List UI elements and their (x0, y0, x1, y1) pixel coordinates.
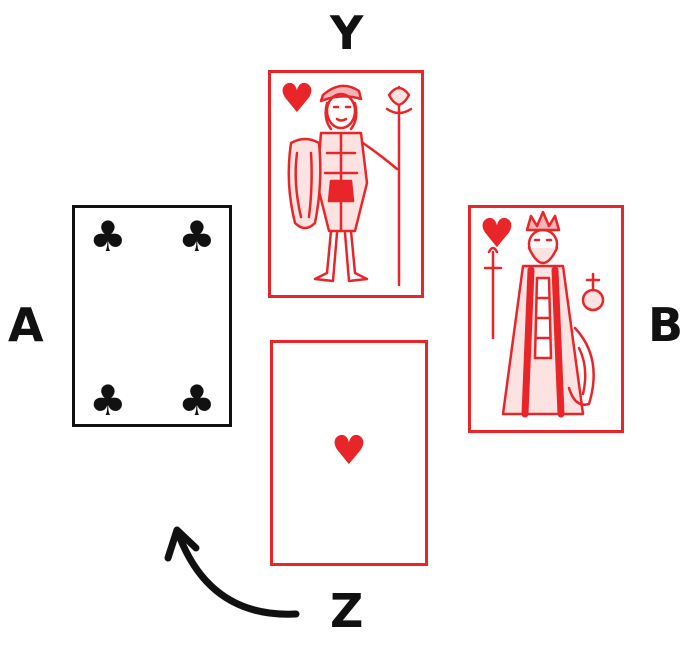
label-y: Y (330, 6, 364, 60)
club-pip-icon: ♣ (89, 376, 127, 425)
jack-figure-icon (287, 84, 413, 287)
king-figure-icon (483, 210, 605, 418)
club-pip-icon: ♣ (89, 212, 127, 261)
label-a: A (8, 298, 44, 352)
heart-pip-icon: ♥ (331, 428, 367, 474)
club-pip-icon: ♣ (178, 376, 216, 425)
card-a-four-of-clubs[interactable]: ♣ ♣ ♣ ♣ (72, 205, 232, 427)
card-z-ace-of-hearts[interactable]: ♥ (270, 340, 428, 566)
club-pip-icon: ♣ (178, 212, 216, 261)
card-y-jack-of-hearts[interactable]: ♥ (268, 70, 424, 298)
card-b-king-of-hearts[interactable]: ♥ (468, 205, 624, 433)
label-z: Z (330, 584, 364, 638)
label-b: B (648, 298, 684, 352)
heart-pip-icon: ♥ (279, 76, 315, 122)
heart-pip-icon: ♥ (479, 211, 515, 257)
